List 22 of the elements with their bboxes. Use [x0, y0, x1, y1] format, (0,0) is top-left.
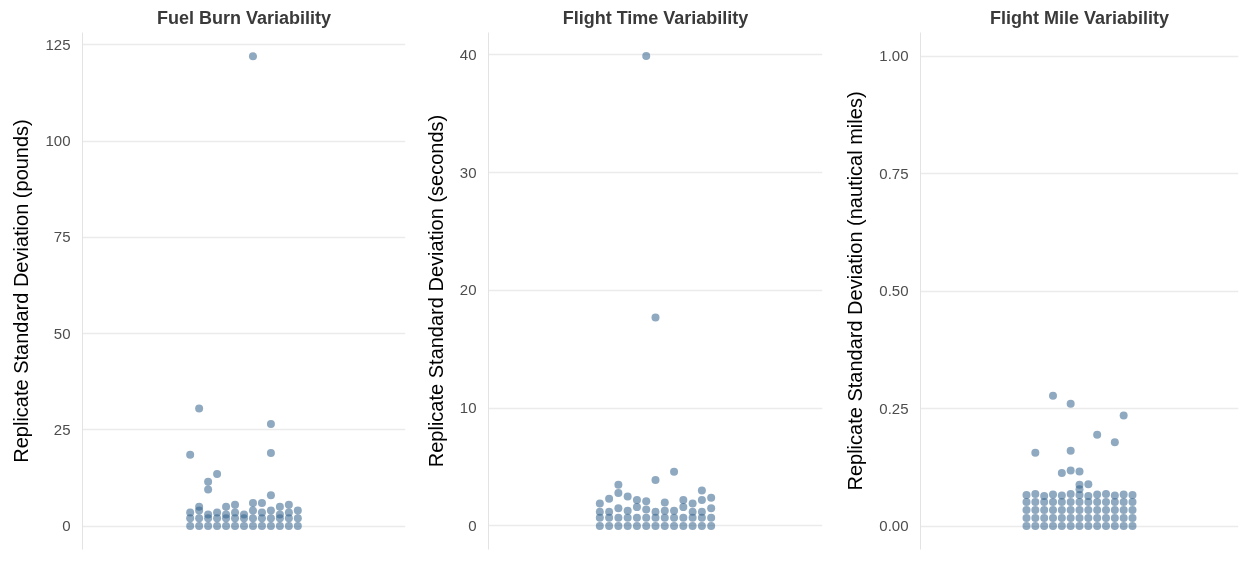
y-tick-label: 0.50 — [879, 282, 909, 299]
chart-title: Flight Time Variability — [562, 7, 749, 28]
y-tick-label: 50 — [53, 324, 71, 342]
y-tick-label: 0 — [62, 517, 71, 535]
y-axis-title: Replicate Standard Deviation (seconds) — [424, 114, 447, 468]
y-tick-label: 0.00 — [879, 517, 909, 534]
y-tick-label: 125 — [45, 35, 71, 53]
y-tick-label: 75 — [53, 228, 71, 246]
y-tick-label: 25 — [53, 420, 71, 438]
y-tick-label: 1.00 — [879, 47, 909, 64]
y-tick-label: 100 — [45, 132, 71, 150]
y-tick-label: 40 — [459, 45, 477, 63]
chart-title: Fuel Burn Variability — [156, 7, 332, 28]
y-tick-label: 20 — [459, 281, 477, 299]
y-axis-title: Replicate Standard Deviation (nautical miles) — [844, 91, 867, 491]
y-tick-label: 0.75 — [879, 164, 909, 182]
y-tick-label: 10 — [459, 399, 477, 417]
chart-title: Flight Mile Variability — [989, 7, 1170, 28]
y-tick-label: 30 — [459, 163, 477, 181]
y-tick-label: 0.25 — [879, 399, 909, 417]
y-tick-label: 0 — [468, 516, 477, 534]
y-axis-title: Replicate Standard Deviation (pounds) — [10, 119, 33, 463]
